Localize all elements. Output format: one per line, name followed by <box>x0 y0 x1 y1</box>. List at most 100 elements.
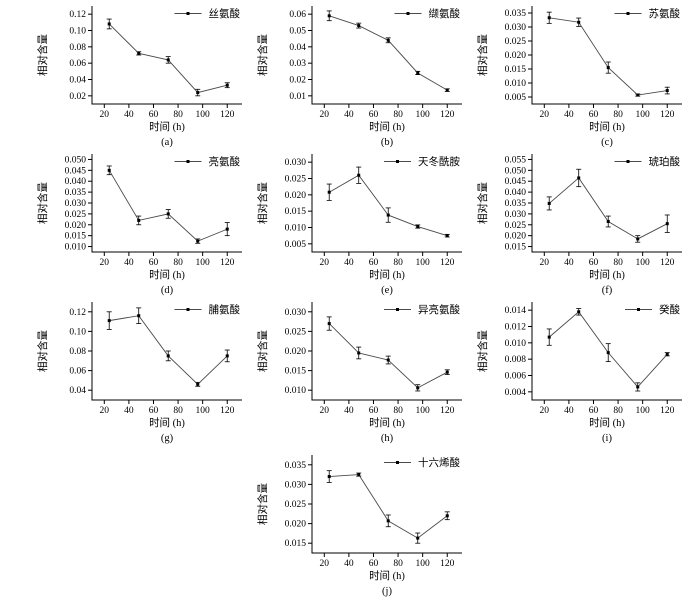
x-tick-label: 40 <box>564 258 574 268</box>
legend-label: 异亮氨酸 <box>418 303 460 316</box>
subplot-caption: (b) <box>381 137 394 148</box>
x-axis-label: 时间 (h) <box>149 120 185 133</box>
y-tick-label: 0.06 <box>69 59 86 69</box>
legend-label: 天冬酰胺 <box>418 155 460 168</box>
x-tick-label: 120 <box>220 258 235 268</box>
y-tick-label: 0.045 <box>65 166 87 176</box>
y-tick-label: 0.015 <box>285 367 307 377</box>
subplot-a-serine: 20 40 60 80 100 120 0.02 0.04 0.06 0.08 0.10 0.12 相对… <box>28 0 248 148</box>
data-point-marker <box>327 475 331 479</box>
subplot-d-leucine: 20 40 60 80 100 120 0.010 0.015 0.020 0.025 0.030 0… <box>28 148 248 296</box>
y-tick-label: 0.025 <box>285 500 307 510</box>
series-line <box>549 17 668 96</box>
data-point-marker <box>166 212 170 216</box>
data-point-marker <box>416 71 420 75</box>
x-tick-label: 20 <box>100 406 110 416</box>
legend: 天冬酰胺 <box>384 155 460 168</box>
x-tick-label: 120 <box>660 258 675 268</box>
legend-marker-icon <box>396 461 399 464</box>
y-tick-label: 0.01 <box>289 92 306 102</box>
y-tick-label: 0.010 <box>285 224 307 234</box>
legend-label: 癸酸 <box>659 303 680 316</box>
x-tick-label: 20 <box>320 406 330 416</box>
y-tick-label: 0.06 <box>289 10 306 20</box>
y-tick-label: 0.12 <box>69 10 86 20</box>
x-tick-label: 40 <box>564 406 574 416</box>
x-tick-label: 20 <box>100 110 110 120</box>
y-tick-label: 0.025 <box>505 221 527 231</box>
data-point-marker <box>577 20 581 24</box>
y-axis-label: 相对含量 <box>256 330 269 372</box>
y-tick-label: 0.10 <box>69 27 86 37</box>
y-tick-label: 0.035 <box>65 188 87 198</box>
x-tick-label: 100 <box>416 406 431 416</box>
y-tick-label: 0.015 <box>65 232 87 242</box>
data-point-marker <box>196 239 200 243</box>
x-tick-label: 80 <box>393 559 403 569</box>
y-tick-label: 0.015 <box>285 207 307 217</box>
legend-marker-icon <box>396 308 399 311</box>
y-axis-label: 相对含量 <box>36 182 49 224</box>
data-point-marker <box>386 519 390 523</box>
x-tick-label: 80 <box>613 258 623 268</box>
axis-frame <box>91 6 242 105</box>
x-tick-label: 60 <box>149 110 159 120</box>
x-tick-label: 80 <box>393 406 403 416</box>
data-point-marker <box>606 220 610 224</box>
y-tick-label: 0.020 <box>285 191 307 201</box>
x-tick-label: 80 <box>173 406 183 416</box>
data-point-marker <box>445 88 449 92</box>
legend: 琥珀酸 <box>614 155 680 168</box>
x-tick-label: 120 <box>440 559 455 569</box>
data-point-marker <box>606 351 610 355</box>
y-tick-label: 0.035 <box>505 199 527 209</box>
legend-marker-icon <box>186 160 190 163</box>
x-axis-label: 时间 (h) <box>369 569 405 582</box>
x-tick-label: 120 <box>660 110 675 120</box>
y-tick-label: 0.005 <box>285 240 307 250</box>
y-tick-label: 0.025 <box>285 327 307 337</box>
subplot-c-threonine: 20 40 60 80 100 120 0.005 0.010 0.015 0.020 0.025 0… <box>468 0 688 148</box>
data-point-marker <box>386 213 390 217</box>
y-tick-label: 0.04 <box>69 76 86 86</box>
y-axis-label: 相对含量 <box>256 182 269 224</box>
axis-frame <box>91 154 242 253</box>
legend-marker-icon <box>186 12 190 15</box>
x-tick-label: 60 <box>589 110 599 120</box>
x-tick-label: 60 <box>149 406 159 416</box>
x-axis-label: 时间 (h) <box>589 416 625 429</box>
series-line <box>548 177 668 240</box>
y-tick-label: 0.050 <box>505 166 527 176</box>
data-point-marker <box>327 322 331 326</box>
series-line <box>328 174 448 237</box>
y-tick-label: 0.10 <box>69 327 86 337</box>
x-tick-label: 100 <box>196 110 211 120</box>
data-point-marker <box>137 51 141 55</box>
legend-label: 脯氨酸 <box>209 303 241 316</box>
legend-marker-icon <box>637 308 640 311</box>
x-tick-label: 20 <box>540 110 550 120</box>
data-point-marker <box>357 351 361 355</box>
legend-label: 苏氨酸 <box>649 7 681 20</box>
y-tick-label: 0.015 <box>285 539 307 549</box>
x-axis-label: 时间 (h) <box>589 120 625 133</box>
legend-label: 亮氨酸 <box>209 155 241 168</box>
x-tick-label: 60 <box>149 258 159 268</box>
data-point-marker <box>225 354 229 358</box>
y-tick-label: 0.035 <box>285 461 307 471</box>
y-axis-label: 相对含量 <box>256 483 269 525</box>
y-tick-label: 0.030 <box>65 199 87 209</box>
x-tick-label: 20 <box>540 406 550 416</box>
data-point-marker <box>327 190 331 194</box>
legend: 异亮氨酸 <box>384 303 460 316</box>
x-tick-label: 120 <box>220 406 235 416</box>
x-tick-label: 20 <box>320 110 330 120</box>
x-tick-label: 80 <box>613 110 623 120</box>
data-point-marker <box>166 354 170 358</box>
subplot-g-proline: 20 40 60 80 100 120 0.04 0.06 0.08 0.10 0.12 相对含量 时间… <box>28 296 248 444</box>
subplot-i-decanoic-acid: 20 40 60 80 100 120 0.004 0.006 0.008 0.010 0.012 0… <box>468 296 688 444</box>
x-tick-label: 80 <box>613 406 623 416</box>
y-tick-label: 0.08 <box>69 347 86 357</box>
x-tick-label: 80 <box>173 258 183 268</box>
